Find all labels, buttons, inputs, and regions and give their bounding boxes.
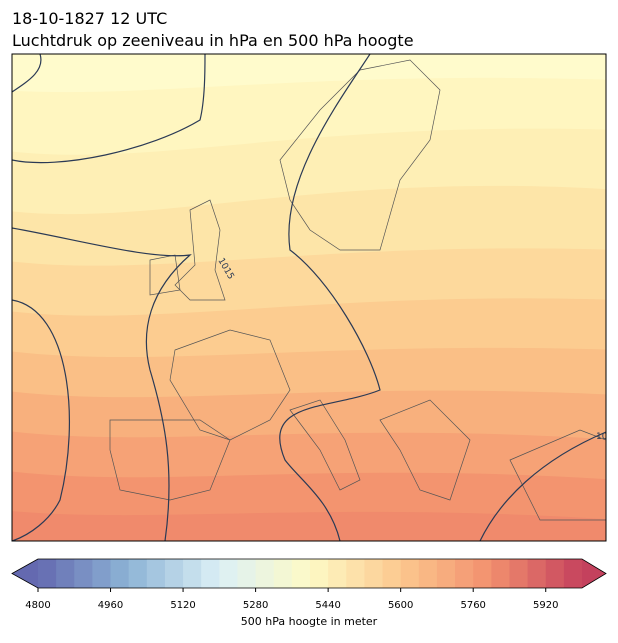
colorbar-segment	[219, 559, 238, 588]
colorbar-segment	[237, 559, 257, 588]
colorbar-segment	[527, 559, 547, 588]
colorbar-tick-label: 5920	[533, 600, 558, 611]
colorbar-segment	[509, 559, 529, 588]
colorbar-tick-label: 5120	[170, 600, 195, 611]
coastlines	[109, 59, 606, 521]
isobars	[12, 54, 606, 541]
colorbar-segment	[255, 559, 275, 588]
colorbar-segment	[310, 559, 329, 588]
colorbar-segment	[364, 559, 384, 588]
colorbar-segment	[473, 559, 492, 588]
colorbar-tick-label: 4800	[25, 600, 50, 611]
colorbar-segment	[418, 559, 438, 588]
map-frame	[11, 53, 607, 542]
colorbar-segment	[56, 559, 75, 588]
colorbar-segment	[563, 559, 583, 588]
colorbar-extend-low	[12, 559, 38, 588]
colorbar-segment	[545, 559, 565, 588]
subtitle: Luchtdruk op zeeniveau in hPa en 500 hPa…	[12, 31, 414, 50]
colorbar-segment	[400, 559, 420, 588]
colorbar-tick-label: 5760	[460, 600, 485, 611]
colorbar-segment	[183, 559, 202, 588]
map: 1015 10	[12, 54, 608, 541]
colorbar-label: 500 hPa hoogte in meter	[241, 615, 378, 628]
colorbar-outline	[11, 558, 607, 589]
colorbar-segment	[110, 559, 130, 588]
colorbar-tick-label: 5280	[243, 600, 268, 611]
colorbar-segment	[74, 559, 93, 588]
colorbar-segment	[382, 559, 402, 588]
colorbar-segment	[455, 559, 474, 588]
colorbar-segment	[291, 559, 311, 588]
colorbar-segment	[92, 559, 112, 588]
title: 18-10-1827 12 UTC	[12, 9, 167, 28]
contour-label: 10	[596, 432, 608, 442]
colorbar-segment	[491, 559, 510, 588]
colorbar-segment	[128, 559, 148, 588]
colorbar-segment	[346, 559, 365, 588]
colorbar-segment	[436, 559, 456, 588]
colorbar-tick-label: 5440	[315, 600, 340, 611]
colorbar-segment	[146, 559, 166, 588]
colorbar-segment	[38, 559, 57, 588]
colorbar-segment	[273, 559, 293, 588]
colorbar-segment	[328, 559, 347, 588]
colorbar-extend-high	[582, 559, 606, 588]
colorbar: 4800 4960 5120 5280 5440 5600 5760 5920	[11, 558, 607, 611]
colorbar-tick-label: 4960	[98, 600, 123, 611]
colorbar-segment	[201, 559, 220, 588]
colorbar-tick-label: 5600	[388, 600, 413, 611]
colorbar-segment	[164, 559, 184, 588]
